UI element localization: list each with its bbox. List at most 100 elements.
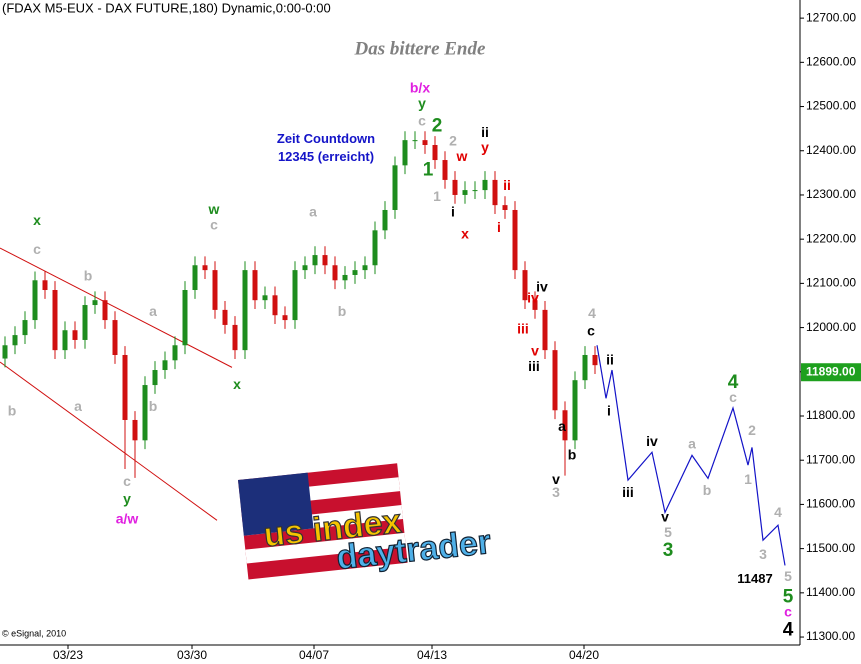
candle-body [242, 270, 248, 351]
wave-label: 5 [783, 586, 794, 607]
logo: us index daytrader [238, 463, 493, 580]
candle-body [82, 305, 88, 340]
candle-body [302, 265, 308, 271]
last-price-label: 11899.00 [806, 364, 856, 378]
wave-label: c [587, 323, 595, 339]
wave-label: c [784, 603, 792, 619]
candle-body [262, 295, 268, 301]
y-tick-label: 11800.00 [806, 408, 855, 422]
candle-body [32, 280, 38, 321]
wave-label: 4 [728, 372, 739, 393]
wave-label: b [338, 303, 347, 319]
flag-stripe [245, 532, 406, 564]
candle-body [482, 179, 488, 191]
wave-label: iv [646, 433, 658, 449]
wave-label: 2 [432, 115, 443, 136]
wave-label: w [456, 148, 468, 164]
wave-label: iv [527, 290, 539, 306]
x-tick-label: 03/23 [53, 648, 83, 662]
wave-label: 12345 (erreicht) [278, 149, 374, 164]
y-tick-label: 12000.00 [806, 320, 856, 334]
candle-body [372, 230, 378, 266]
wave-label: a [74, 398, 82, 414]
candle-body [152, 370, 158, 386]
y-tick-label: 12700.00 [806, 10, 856, 24]
y-tick-label: 12600.00 [806, 55, 856, 69]
wave-label: c [33, 241, 41, 257]
candle-body [212, 270, 218, 310]
candle-body [422, 140, 428, 146]
candle-body [202, 265, 208, 271]
wave-label: Zeit Countdown [277, 131, 375, 146]
wave-label: 11487 [737, 571, 772, 586]
candle-body [552, 350, 558, 411]
y-tick-label: 12500.00 [806, 99, 856, 113]
wave-label: iii [517, 320, 529, 336]
candle-body [392, 165, 398, 210]
wave-label: a [149, 303, 157, 319]
candle-body [72, 330, 78, 340]
candle-body [12, 335, 18, 346]
wave-label: 2 [748, 422, 756, 438]
chart-title: Das bittere Ende [354, 38, 486, 59]
candle-body [312, 255, 318, 266]
candle-body [42, 280, 48, 291]
wave-label: v [661, 508, 669, 524]
wave-label: i [497, 219, 501, 235]
candle-body [222, 309, 228, 325]
candle-body [522, 270, 528, 301]
wave-label: c [729, 389, 737, 405]
candle-body [382, 209, 388, 231]
y-tick-label: 11500.00 [806, 541, 855, 555]
candle-body [272, 295, 278, 316]
candle-body [162, 360, 168, 371]
candle-body [282, 315, 288, 321]
candle-body [92, 300, 98, 306]
wave-label: iv [536, 278, 548, 294]
candle-body [572, 380, 578, 441]
candle-body [182, 290, 188, 346]
wave-label: b [84, 267, 93, 283]
wave-label: x [233, 376, 241, 392]
candle-body [532, 300, 538, 310]
candle-body [502, 205, 508, 210]
wave-label: b [703, 482, 712, 498]
wave-label: c [210, 217, 218, 233]
candle-body [432, 145, 438, 161]
y-tick-label: 11400.00 [806, 585, 855, 599]
wave-label: b [568, 446, 577, 462]
candle-body [592, 354, 598, 366]
wave-label: 4 [588, 305, 596, 321]
wave-label: iii [528, 358, 540, 374]
candle-body [362, 265, 368, 271]
wave-label: 3 [663, 540, 674, 561]
x-tick-label: 04/07 [299, 648, 329, 662]
wave-label: iii [622, 484, 634, 500]
wave-label: ii [503, 177, 511, 193]
projection-line [596, 345, 786, 566]
candle-body [132, 419, 138, 441]
candle-body [582, 354, 588, 381]
candle-body [402, 140, 408, 166]
wave-label: 2 [449, 133, 457, 149]
wave-label: 1 [423, 160, 434, 181]
wave-label: 1 [744, 471, 752, 487]
candle-body [52, 290, 58, 351]
candle-body [442, 160, 448, 180]
y-tick-label: 12200.00 [806, 231, 856, 245]
candle-body [352, 270, 358, 275]
candle-body [492, 179, 498, 206]
x-tick-label: 04/20 [569, 648, 599, 662]
candle-body [462, 190, 468, 195]
candle-body [322, 255, 328, 266]
wave-label: v [531, 343, 539, 359]
wave-label: a [688, 435, 696, 451]
candle-body [142, 385, 148, 441]
wave-label: a/w [116, 511, 139, 527]
candle-body [172, 345, 178, 361]
candle-body [2, 345, 8, 359]
y-tick-label: 12400.00 [806, 143, 856, 157]
wave-label: 5 [664, 524, 672, 540]
